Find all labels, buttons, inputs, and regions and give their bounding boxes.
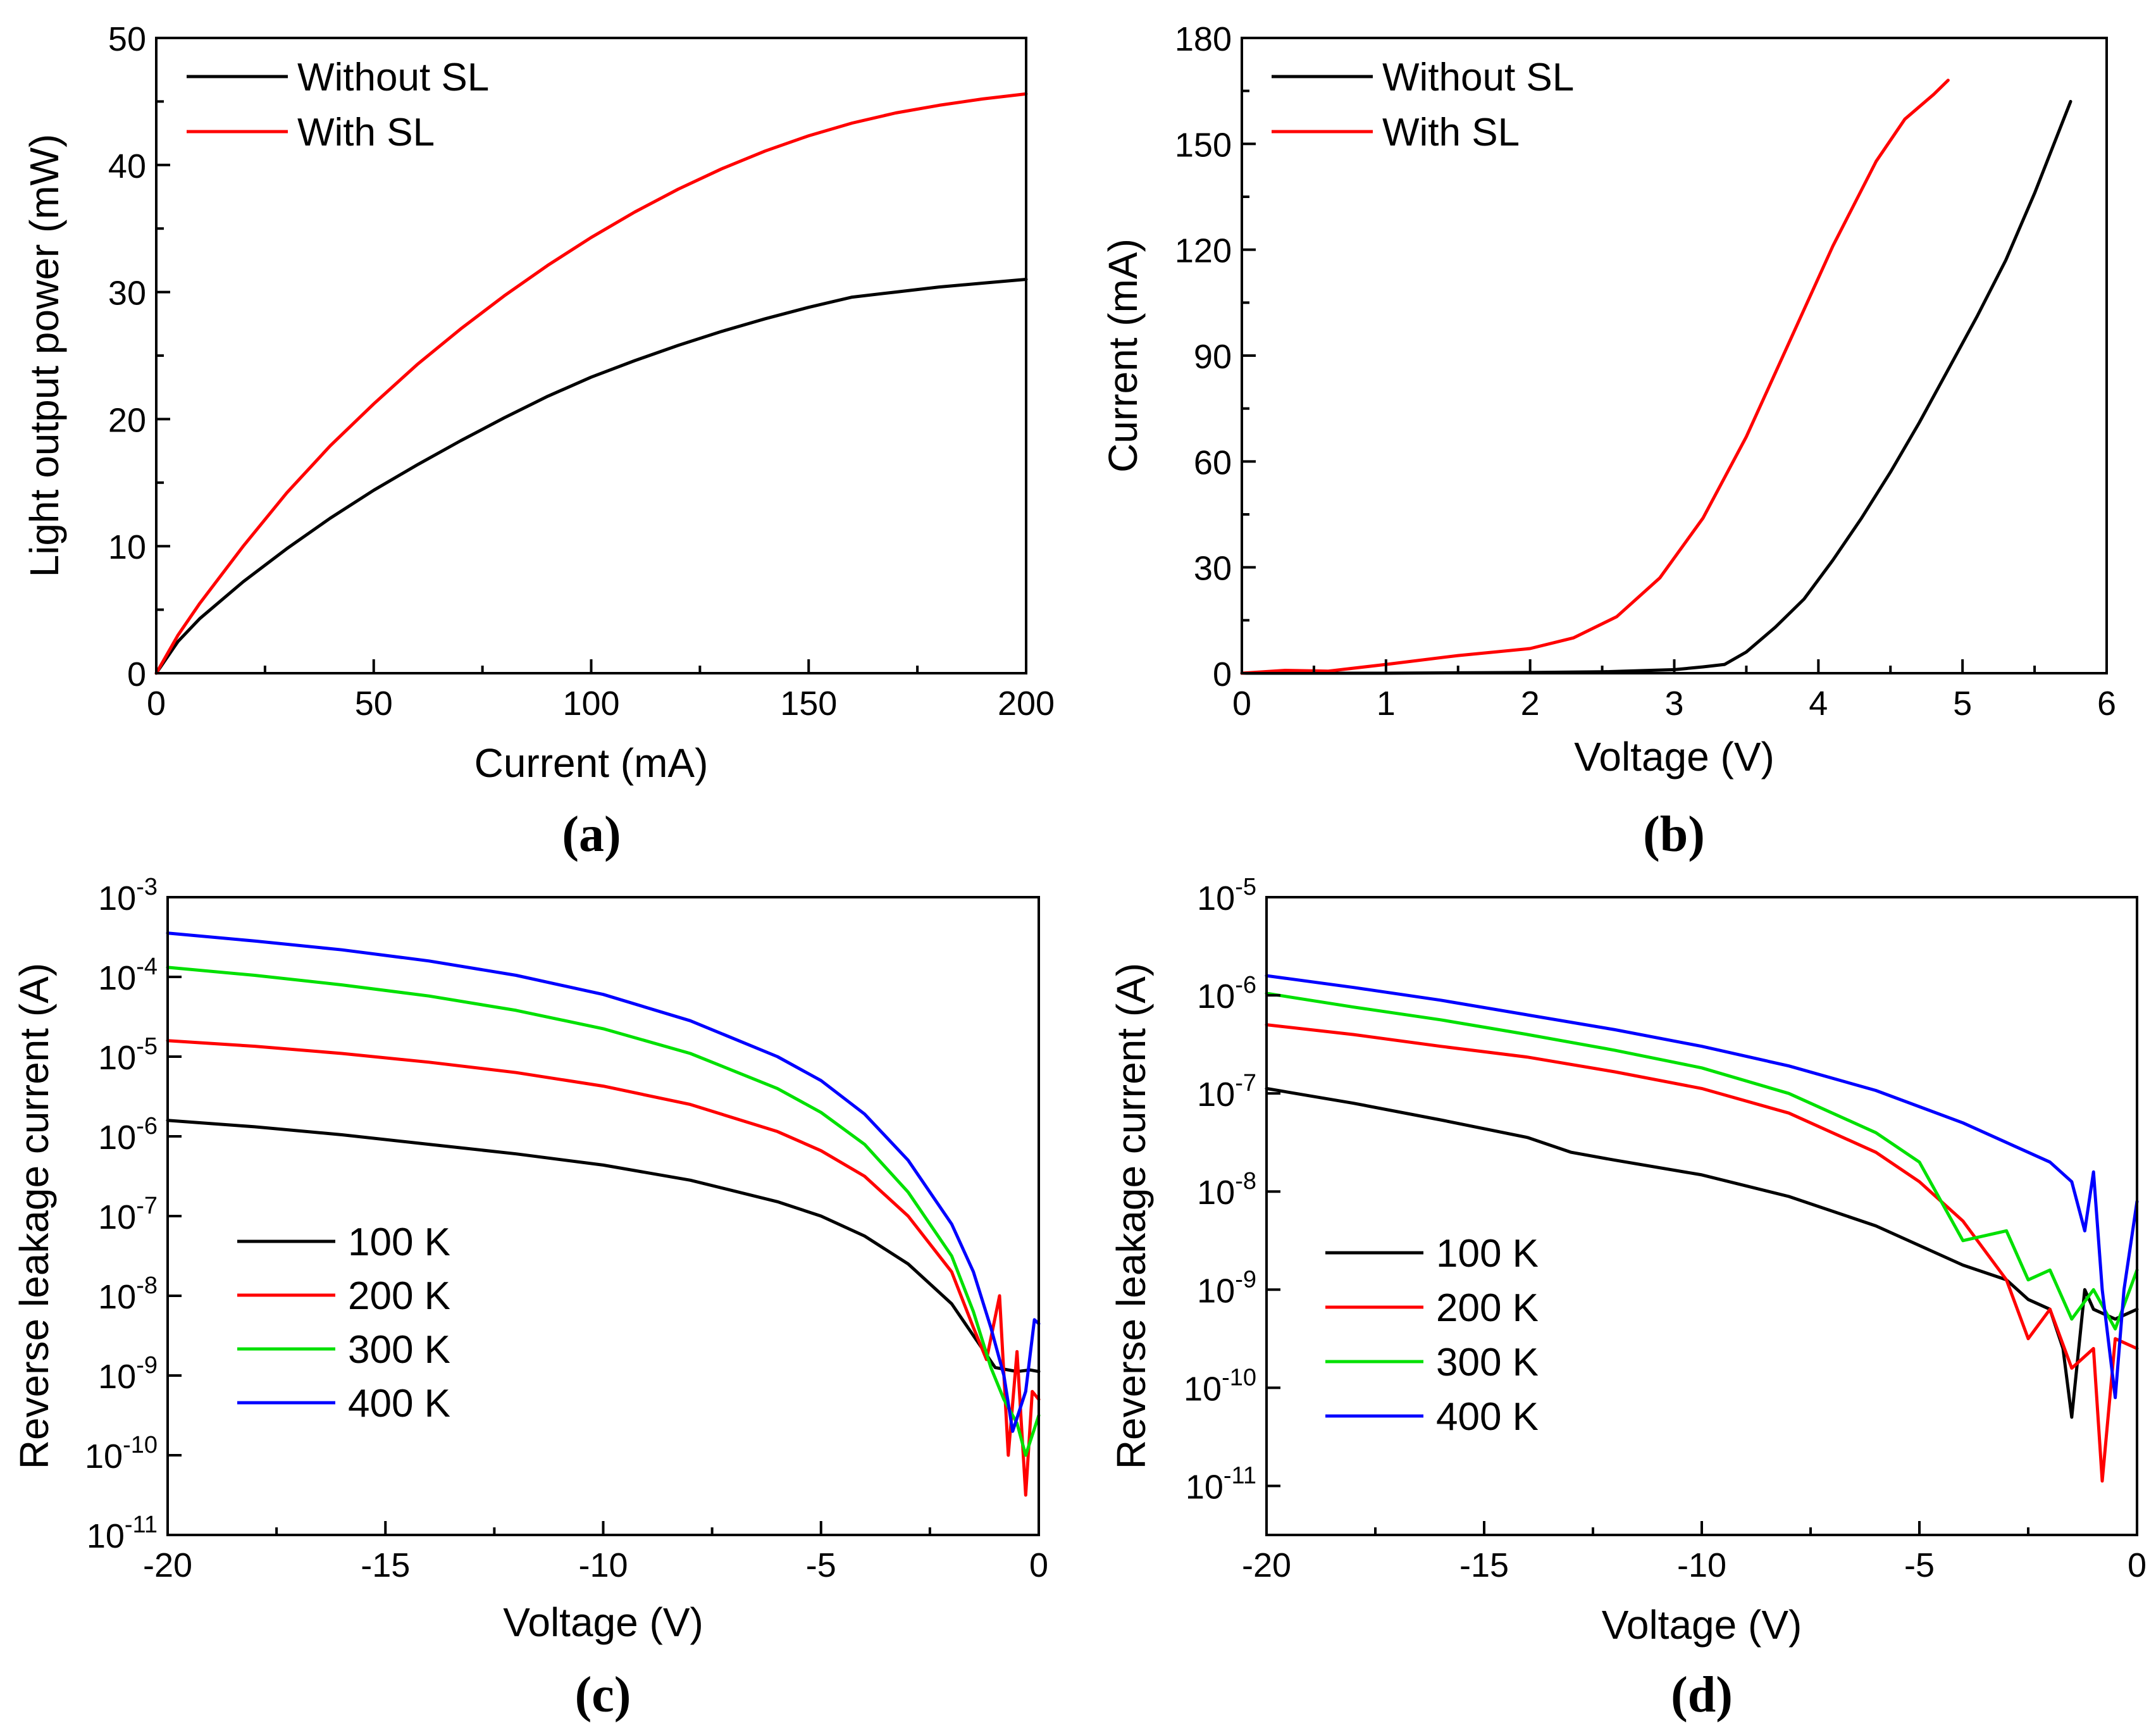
x-tick-label: 2 <box>1521 685 1540 723</box>
y-tick-label: 10-9 <box>1197 1266 1256 1310</box>
y-tick-label: 10-5 <box>1197 874 1256 917</box>
series-line-300-k <box>166 966 1041 1457</box>
series-line-without-sl <box>154 278 1028 675</box>
y-tick-label: 10-10 <box>85 1432 158 1475</box>
legend-label: 400 K <box>348 1382 450 1426</box>
legend-label: 100 K <box>1436 1232 1539 1276</box>
y-tick-label: 60 <box>1194 444 1232 481</box>
series-line-300-k <box>1265 991 2139 1331</box>
panel-label: (a) <box>562 807 621 862</box>
legend-label: With SL <box>1382 111 1520 154</box>
legend-label: 300 K <box>1436 1341 1539 1384</box>
y-tick-label: 90 <box>1194 338 1232 376</box>
y-axis-title: Reverse leakage current (A) <box>1108 963 1154 1469</box>
y-tick-label: 10-7 <box>98 1193 158 1236</box>
chart-panel-3: -20 -15 -10 -5 0 10-11 10-10 10-9 10-8 10-7 10-6 10… <box>11 874 1048 1723</box>
x-tick-label: 6 <box>2097 685 2116 723</box>
y-tick-label: 150 <box>1175 126 1232 164</box>
x-tick-label: -20 <box>143 1546 192 1584</box>
x-tick-label: 100 <box>562 685 619 723</box>
legend-label: Without SL <box>1382 56 1574 99</box>
y-tick-label: 10 <box>108 528 146 566</box>
y-tick-label: 10-6 <box>98 1113 158 1157</box>
x-tick-label: 0 <box>147 685 166 723</box>
panel-label: (b) <box>1643 807 1705 862</box>
chart-panel-4: -20 -15 -10 -5 0 10-11 10-10 10-9 10-8 10-7 10-6 10… <box>1108 874 2147 1723</box>
series-line-without-sl <box>1240 99 2072 675</box>
legend-label: Without SL <box>297 56 489 99</box>
x-tick-label: 50 <box>355 685 393 723</box>
panel-label: (d) <box>1671 1667 1733 1723</box>
legend-label: 400 K <box>1436 1395 1539 1439</box>
x-tick-label: -15 <box>361 1546 410 1584</box>
series-line-200-k <box>166 1039 1041 1497</box>
x-tick-label: -10 <box>1677 1546 1726 1584</box>
series-line-with-sl <box>1240 78 1950 675</box>
x-tick-label: 0 <box>1029 1546 1048 1584</box>
x-tick-label: -20 <box>1242 1546 1291 1584</box>
x-tick-label: -15 <box>1459 1546 1509 1584</box>
x-tick-label: 0 <box>2128 1546 2147 1584</box>
x-axis-title: Voltage (V) <box>1574 734 1775 780</box>
legend-label: With SL <box>297 111 435 154</box>
y-tick-label: 40 <box>108 147 146 185</box>
panel-label: (c) <box>575 1667 631 1723</box>
y-axis-title: Current (mA) <box>1100 239 1146 473</box>
plot-frame <box>155 37 1027 674</box>
x-tick-label: 0 <box>1232 685 1251 723</box>
y-axis-title: Light output power (mW) <box>22 134 67 578</box>
y-axis-title: Reverse leakage current (A) <box>11 963 57 1469</box>
x-tick-label: 4 <box>1809 685 1828 723</box>
y-tick-label: 10-5 <box>98 1033 158 1077</box>
legend-label: 200 K <box>1436 1286 1539 1330</box>
x-tick-label: 1 <box>1377 685 1396 723</box>
series-line-400-k <box>166 931 1041 1433</box>
x-axis-title: Current (mA) <box>474 740 709 786</box>
series-line-100-k <box>1265 1086 2139 1419</box>
y-tick-label: 10-11 <box>87 1512 158 1555</box>
y-tick-label: 10-8 <box>98 1272 158 1316</box>
legend-label: 100 K <box>348 1221 450 1264</box>
y-tick-label: 30 <box>108 275 146 313</box>
y-tick-label: 180 <box>1175 20 1232 58</box>
legend-label: 200 K <box>348 1274 450 1318</box>
legend-label: 300 K <box>348 1328 450 1372</box>
x-axis-title: Voltage (V) <box>503 1599 703 1645</box>
y-tick-label: 0 <box>1213 655 1232 693</box>
y-tick-label: 10-3 <box>98 874 158 917</box>
series-line-with-sl <box>154 92 1028 675</box>
x-axis-title: Voltage (V) <box>1602 1602 1802 1648</box>
y-tick-label: 0 <box>127 655 146 693</box>
y-tick-label: 10-6 <box>1197 972 1256 1016</box>
y-tick-label: 50 <box>108 20 146 58</box>
series-line-400-k <box>1265 974 2139 1400</box>
x-tick-label: 5 <box>1953 685 1972 723</box>
y-tick-label: 10-4 <box>98 953 158 997</box>
y-tick-label: 10-11 <box>1186 1462 1256 1506</box>
y-tick-label: 10-7 <box>1197 1070 1256 1114</box>
x-tick-label: -10 <box>578 1546 628 1584</box>
x-tick-label: -5 <box>806 1546 836 1584</box>
y-tick-label: 30 <box>1194 550 1232 588</box>
chart-panel-1: 0 50 100 150 200 0 10 20 30 40 50 Current (mA) Light… <box>22 20 1055 862</box>
y-tick-label: 10-9 <box>98 1352 158 1396</box>
x-tick-label: 150 <box>780 685 837 723</box>
y-tick-label: 10-8 <box>1197 1168 1256 1212</box>
y-tick-label: 10-10 <box>1184 1364 1256 1408</box>
x-tick-label: -5 <box>1904 1546 1935 1584</box>
x-tick-label: 3 <box>1664 685 1683 723</box>
y-tick-label: 20 <box>108 401 146 439</box>
y-tick-label: 120 <box>1175 232 1232 270</box>
x-tick-label: 200 <box>998 685 1055 723</box>
plot-frame <box>1241 37 2108 674</box>
